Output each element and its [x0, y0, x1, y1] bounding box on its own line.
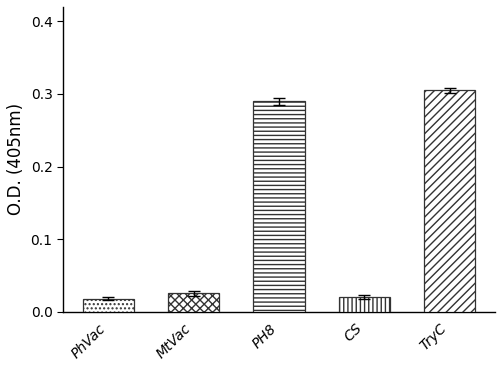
- Bar: [168, 293, 219, 312]
- Bar: [338, 297, 389, 312]
- Bar: [253, 101, 304, 312]
- Bar: [82, 298, 134, 312]
- Y-axis label: O.D. (405nm): O.D. (405nm): [7, 103, 25, 215]
- Bar: [423, 91, 474, 312]
